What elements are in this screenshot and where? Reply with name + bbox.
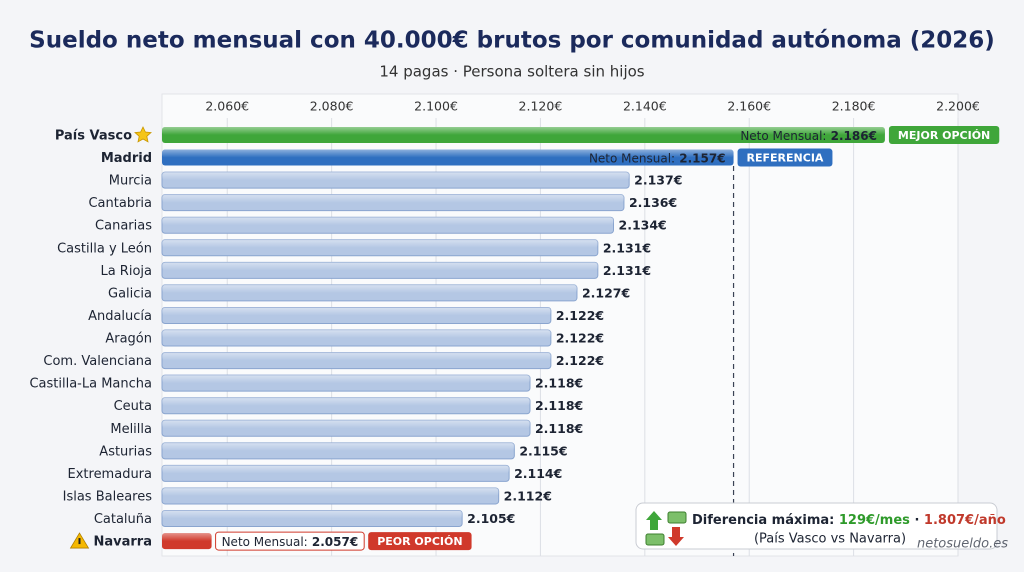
- chart-title: Sueldo neto mensual con 40.000€ brutos p…: [29, 28, 995, 54]
- summary-annual: 1.807€/año: [924, 513, 1006, 528]
- value-label: 2.136€: [629, 195, 677, 210]
- y-tick-label: Com. Valenciana: [43, 354, 152, 369]
- value-label: 2.114€: [514, 466, 562, 481]
- y-tick-label: Navarra: [94, 535, 153, 550]
- y-tick-label: Canarias: [95, 219, 152, 234]
- bar-shine: [162, 352, 551, 361]
- value-label-number: 2.186€: [831, 129, 877, 143]
- value-label: Neto Mensual: 2.186€: [740, 129, 877, 144]
- y-tick-label: País Vasco: [55, 129, 132, 144]
- value-label: 2.127€: [582, 285, 630, 300]
- bar-shine: [162, 149, 734, 158]
- bar-shine: [162, 397, 530, 406]
- star-icon: [134, 126, 152, 143]
- value-label: 2.105€: [467, 511, 515, 526]
- y-tick-label: Castilla y León: [57, 241, 152, 256]
- x-tick-label: 2.080€: [310, 99, 354, 114]
- bar-shine: [162, 465, 510, 474]
- y-tick-label: Madrid: [101, 151, 152, 166]
- x-tick-label: 2.160€: [727, 99, 771, 114]
- bar-shine: [162, 172, 630, 181]
- value-label: 2.131€: [603, 240, 651, 255]
- value-label: 2.118€: [535, 421, 583, 436]
- value-label: 2.118€: [535, 376, 583, 391]
- value-label: 2.134€: [619, 218, 667, 233]
- value-label-number: 2.157€: [679, 151, 725, 165]
- money-icon: [645, 533, 665, 546]
- x-tick-label: 2.200€: [936, 99, 980, 114]
- y-tick-label: Cantabria: [88, 196, 152, 211]
- y-tick-label: Cataluña: [94, 512, 152, 527]
- bar-shine: [162, 487, 499, 496]
- value-label: 2.122€: [556, 331, 604, 346]
- value-label: Neto Mensual: 2.157€: [589, 151, 726, 166]
- value-label: 2.131€: [603, 263, 651, 278]
- summary-separator: ·: [914, 513, 919, 528]
- bar-shine: [162, 330, 551, 339]
- value-label-number: 2.057€: [312, 535, 358, 549]
- bar-shine: [162, 533, 212, 542]
- summary-box: [635, 502, 998, 550]
- chart-subtitle: 14 pagas · Persona soltera sin hijos: [379, 63, 644, 81]
- value-label-box: [215, 531, 365, 551]
- bar-shine: [162, 127, 885, 135]
- down-arrow-icon: [668, 527, 684, 546]
- bar-shine: [162, 284, 577, 293]
- x-tick-label: 2.100€: [414, 99, 458, 114]
- value-label: 2.137€: [634, 173, 682, 188]
- bar-shine: [162, 420, 530, 429]
- summary-monthly: 129€/mes: [839, 513, 910, 528]
- y-tick-label: Galicia: [108, 286, 152, 301]
- x-tick-label: 2.140€: [623, 99, 667, 114]
- y-tick-label: Andalucía: [88, 309, 152, 324]
- bar-shine: [162, 194, 624, 203]
- tag-box: [368, 532, 472, 551]
- x-tick-label: 2.120€: [519, 99, 563, 114]
- warning-mark: [78, 538, 81, 545]
- value-label-prefix: Neto Mensual:: [222, 535, 308, 549]
- up-arrow-icon: [646, 511, 662, 530]
- bar-shine: [162, 239, 598, 248]
- y-tick-label: Islas Baleares: [63, 489, 153, 504]
- summary-note: (País Vasco vs Navarra): [754, 532, 906, 547]
- y-tick-label: La Rioja: [100, 264, 152, 279]
- bar-shine: [162, 510, 463, 519]
- bar-shine: [162, 375, 530, 384]
- tag-label: PEOR OPCIÓN: [377, 535, 462, 548]
- value-label: 2.115€: [519, 443, 567, 458]
- value-label: 2.122€: [556, 308, 604, 323]
- y-tick-label: Aragón: [105, 332, 152, 347]
- money-icon: [667, 511, 687, 524]
- x-tick-label: 2.180€: [832, 99, 876, 114]
- watermark: netosueldo.es: [917, 537, 1008, 552]
- y-tick-label: Asturias: [99, 444, 152, 459]
- bar-shine: [162, 307, 551, 316]
- x-tick-label: 2.060€: [205, 99, 249, 114]
- tag-box: [737, 148, 833, 167]
- value-label: 2.118€: [535, 398, 583, 413]
- bar-shine: [162, 262, 598, 271]
- value-label: 2.112€: [504, 488, 552, 503]
- y-tick-label: Melilla: [110, 422, 152, 437]
- value-label: Neto Mensual: 2.057€: [222, 535, 359, 550]
- y-tick-label: Ceuta: [114, 399, 152, 414]
- tag-label: MEJOR OPCIÓN: [898, 129, 990, 142]
- y-tick-label: Extremadura: [68, 467, 153, 482]
- tag-label: REFERENCIA: [747, 152, 824, 165]
- value-label-prefix: Neto Mensual:: [589, 151, 675, 165]
- summary-line: Diferencia máxima: 129€/mes · 1.807€/año: [692, 513, 1006, 528]
- summary-label: Diferencia máxima:: [692, 513, 834, 528]
- bar-shine: [162, 217, 614, 226]
- value-label: 2.122€: [556, 353, 604, 368]
- tag-box: [888, 126, 1000, 144]
- value-label-prefix: Neto Mensual:: [740, 129, 826, 143]
- bar-shine: [162, 442, 515, 451]
- y-tick-label: Murcia: [109, 174, 152, 189]
- y-tick-label: Castilla-La Mancha: [29, 377, 152, 392]
